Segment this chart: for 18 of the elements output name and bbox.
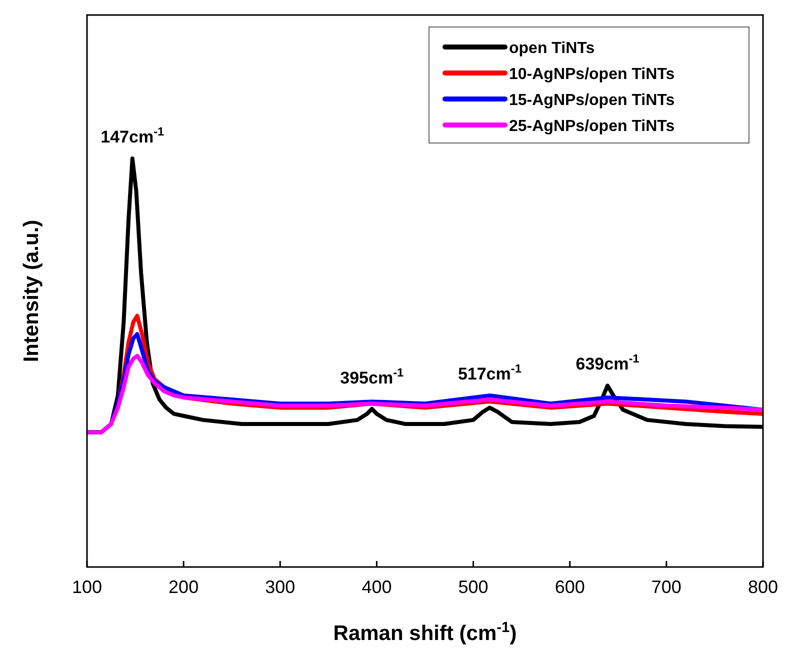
annotation: 395cm$^{-1}$: [340, 366, 404, 388]
legend-label: 15-AgNPs/open TiNTs: [509, 92, 675, 109]
x-tick-label: 600: [554, 577, 585, 597]
legend-label: open TiNTs: [509, 40, 595, 57]
x-tick-label: 300: [265, 577, 296, 597]
annotation: 147cm$^{-1}$: [100, 124, 165, 147]
x-tick-label: 800: [748, 577, 778, 597]
x-tick-label: 700: [651, 577, 682, 597]
annotation: 517cm$^{-1}$: [458, 361, 522, 384]
x-tick-label: 400: [362, 577, 392, 597]
y-axis-title: Intensity (a.u.): [20, 220, 43, 362]
x-tick-label: 100: [72, 577, 102, 597]
x-tick-label: 500: [458, 577, 488, 597]
x-axis-title: Raman shift (cm$^{-1}$): [333, 620, 517, 645]
annotation: 639cm$^{-1}$: [576, 352, 640, 374]
legend-label: 10-AgNPs/open TiNTs: [509, 66, 675, 83]
legend-label: 25-AgNPs/open TiNTs: [509, 118, 675, 135]
x-tick-label: 200: [168, 577, 199, 597]
